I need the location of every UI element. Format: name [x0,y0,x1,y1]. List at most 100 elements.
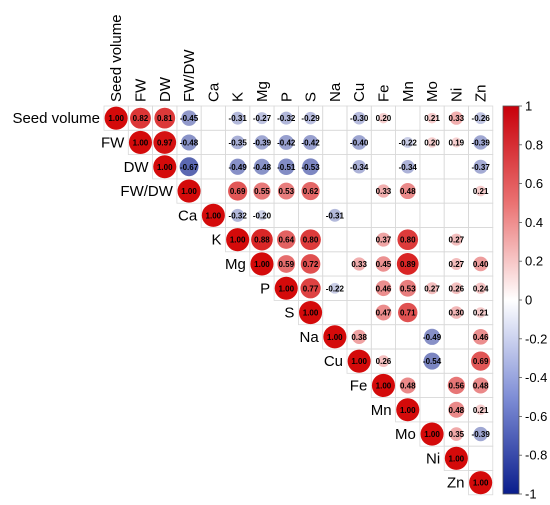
grid-cell [443,178,469,204]
correlation-value-fw-k: -0.35 [229,138,248,147]
column-label-mn: Mn [400,81,417,102]
column-label-na: Na [327,82,344,102]
correlation-circle-seed-volume-seed-volume [104,106,128,130]
correlation-value-dw-mn: -0.34 [399,163,418,172]
correlation-value-seed-volume-mo: 0.21 [424,114,440,123]
correlation-circle-fw-dw-mg [253,182,271,200]
column-label-mg: Mg [254,81,271,102]
correlation-circle-fe-ni [447,376,465,395]
correlation-circle-k-s [300,229,321,250]
correlation-circle-fw-dw-s [301,181,320,201]
correlation-value-ca-k: -0.32 [229,211,248,220]
correlation-circle-fw-zn [473,135,488,150]
correlation-circle-ca-ca [201,203,225,227]
correlation-value-mo-zn: -0.39 [472,430,491,439]
correlation-circle-seed-volume-mg [255,112,268,125]
grid-cell [346,178,372,204]
correlation-value-mn-zn: 0.21 [473,406,489,415]
colorbar-tick-label: 0.6 [525,176,543,191]
correlation-circle-s-ni [450,306,463,319]
label-layer: Seed volume FW DW FW/DW Ca K Mg P S Na Cu Fe Mn Mo Ni Z… [12,14,489,491]
correlation-value-fw-zn: -0.39 [472,138,491,147]
row-label-fe: Fe [350,377,368,394]
correlation-value-mg-s: 0.72 [303,260,319,269]
correlation-value-s-s: 1.00 [303,309,319,318]
grid-cell [322,251,348,277]
correlation-value-p-mn: 0.53 [400,284,416,293]
grid-cell [443,348,469,374]
row-label-na: Na [300,329,320,346]
grid-cell [443,324,469,350]
correlation-circle-cu-mo [423,352,441,370]
correlation-value-seed-volume-s: -0.29 [301,114,320,123]
row-label-mg: Mg [225,256,246,273]
correlation-circle-mg-cu [352,257,366,271]
correlation-value-k-ni: 0.27 [449,236,465,245]
grid-cell [419,154,445,180]
correlation-value-fw-dw-s: 0.62 [303,187,319,196]
correlation-circle-fw-dw-fw-dw [177,179,201,203]
row-label-mn: Mn [371,402,392,419]
column-label-fw: FW [132,78,149,102]
correlation-value-mg-fe: 0.45 [376,260,392,269]
correlation-circle-mg-zn [473,256,488,272]
correlation-value-dw-dw: 1.00 [157,163,173,172]
correlation-circle-na-zn [472,329,489,345]
correlation-circle-ca-k [231,208,245,222]
grid-cell [370,129,396,156]
colorbar-tick-label: -0.6 [525,409,547,424]
correlation-value-fw-p: -0.42 [277,138,296,147]
correlation-circle-seed-volume-mo [426,112,438,124]
correlation-value-k-k: 1.00 [230,236,246,245]
column-label-fw-dw: FW/DW [181,49,198,102]
correlation-circle-k-p [277,230,296,249]
correlation-circle-mo-mo [420,422,444,446]
correlation-value-seed-volume-fw-dw: -0.45 [180,114,199,123]
correlation-circle-mg-mg [250,252,274,276]
colorbar-tick-label: -1 [525,487,537,502]
correlation-circle-dw-mg [253,158,270,175]
grid-cell [468,445,494,471]
correlation-value-na-mo: -0.49 [423,333,442,342]
grid-cell [468,227,494,253]
grid-cell [200,178,226,204]
correlation-circle-s-mn [398,302,418,323]
correlation-value-mg-ni: 0.27 [449,260,465,269]
correlation-value-na-cu: 0.38 [351,333,367,342]
correlation-value-mg-p: 0.59 [278,260,294,269]
correlation-circle-k-ni [450,233,463,246]
correlation-circle-mg-ni [450,257,463,270]
correlation-circle-mo-ni [449,427,464,441]
grid-cell [370,154,396,180]
correlation-value-k-s: 0.80 [303,236,319,245]
grid-cell [419,251,445,277]
correlation-circle-fw-dw-zn [475,185,486,197]
grid-cell [443,154,469,180]
column-label-k: K [230,92,247,102]
column-label-mo: Mo [424,81,441,102]
correlation-circle-fw-dw-p [277,182,295,200]
correlation-circle-seed-volume-cu [352,111,366,125]
correlation-value-fw-mo: 0.20 [424,138,440,147]
grid-cell [419,178,445,204]
grid-cell [370,202,396,228]
correlation-value-dw-zn: -0.37 [472,163,491,172]
grid-cell [346,227,372,253]
correlation-value-mo-mo: 1.00 [424,430,440,439]
correlation-circle-ni-ni [444,446,468,470]
grid-cell [297,202,324,228]
correlation-value-dw-fw-dw: -0.67 [180,163,199,172]
correlation-value-fw-dw-k: 0.69 [230,187,246,196]
correlation-value-fw-mn: -0.22 [399,138,418,147]
correlation-circle-fw-k [230,135,245,150]
correlation-value-fw-mg: -0.39 [253,138,272,147]
correlation-value-seed-volume-k: -0.31 [229,114,248,123]
grid-cell [419,202,445,228]
correlation-circle-na-na [323,325,347,349]
colorbar-tick-label: -0.8 [525,448,547,463]
correlation-circle-seed-volume-zn [474,112,487,125]
colorbar-tick-label: -0.2 [525,331,547,346]
grid-cell [346,275,372,301]
grid-cell [468,470,494,496]
column-label-seed-volume: Seed volume [108,14,125,102]
